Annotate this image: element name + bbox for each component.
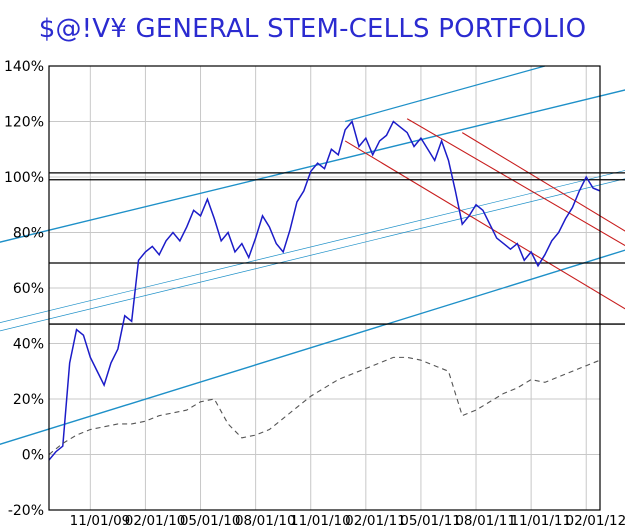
x-axis: 11/01/0902/01/1005/01/1008/01/1011/01/10… xyxy=(70,513,625,528)
series-line-main xyxy=(48,119,601,461)
trend-channels xyxy=(0,65,625,446)
x-tick-label: 11/01/11 xyxy=(510,513,571,528)
channel-line-blue xyxy=(345,65,546,123)
series-group xyxy=(48,119,601,461)
y-tick-label: 60% xyxy=(13,281,44,297)
x-tick-label: 11/01/10 xyxy=(290,513,351,528)
y-tick-label: 120% xyxy=(4,115,44,131)
y-axis: 140% 120% 100% 80% 60% 40% 20% 0% -20% xyxy=(4,59,44,519)
y-tick-label: 20% xyxy=(13,392,44,408)
x-tick-label: 02/01/12 xyxy=(566,513,625,528)
x-tick-label: 08/01/10 xyxy=(235,513,296,528)
y-tick-label: 140% xyxy=(4,59,44,75)
horizontal-levels xyxy=(49,172,625,325)
channel-line-red xyxy=(406,118,625,247)
y-tick-label: 0% xyxy=(22,448,44,464)
grid xyxy=(49,65,600,511)
y-tick-label: -20% xyxy=(8,503,44,519)
y-tick-label: 100% xyxy=(4,170,44,186)
channel-line-red xyxy=(344,140,625,310)
channel-line-blue xyxy=(0,249,625,446)
series-line-dashed xyxy=(48,356,601,455)
y-tick-label: 80% xyxy=(13,226,44,242)
x-tick-label: 05/01/10 xyxy=(180,513,241,528)
x-tick-label: 08/01/11 xyxy=(455,513,516,528)
channel-line-blue xyxy=(0,89,625,243)
x-tick-label: 05/01/11 xyxy=(400,513,461,528)
y-tick-label: 40% xyxy=(13,337,44,353)
x-tick-label: 02/01/11 xyxy=(345,513,406,528)
channel-line-red xyxy=(461,132,625,232)
x-tick-label: 11/01/09 xyxy=(70,513,131,528)
plot-frame xyxy=(48,65,601,511)
channel-line-blue-thin xyxy=(0,170,625,323)
x-tick-label: 02/01/10 xyxy=(125,513,186,528)
chart-title: $@!V¥ GENERAL STEM-CELLS PORTFOLIO xyxy=(38,14,587,44)
